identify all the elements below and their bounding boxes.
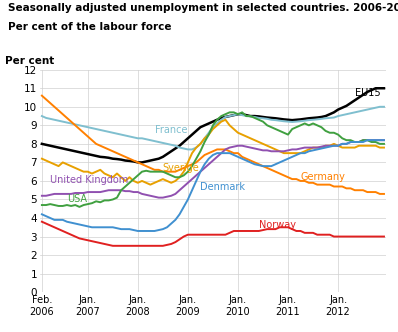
Text: Seasonally adjusted unemployment in selected countries. 2006-2012.: Seasonally adjusted unemployment in sele… <box>8 3 398 13</box>
Text: Germany: Germany <box>300 172 345 182</box>
Text: Denmark: Denmark <box>201 182 246 193</box>
Text: Per cent: Per cent <box>5 56 55 66</box>
Text: Per cent of the labour force: Per cent of the labour force <box>8 22 172 32</box>
Text: France: France <box>154 125 187 135</box>
Text: Norway: Norway <box>259 219 296 229</box>
Text: Sverige: Sverige <box>163 163 200 173</box>
Text: EU15: EU15 <box>355 88 380 98</box>
Text: USA: USA <box>67 194 87 204</box>
Text: United Kingdom: United Kingdom <box>50 175 129 185</box>
